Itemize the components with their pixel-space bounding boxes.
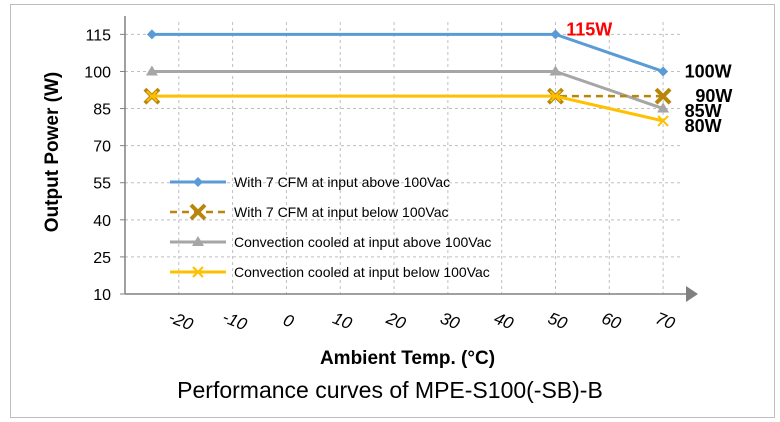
y-tick-label: 10 <box>93 287 111 304</box>
series-point-4 <box>657 115 669 127</box>
legend-label-2: With 7 CFM at input below 100Vac <box>234 204 449 220</box>
annotation-label: 80W <box>685 116 722 136</box>
annotation-label: 100W <box>685 61 732 81</box>
series-point-2 <box>654 87 672 105</box>
x-tick-label: 70 <box>653 309 678 334</box>
y-tick-label: 115 <box>85 27 111 44</box>
x-tick-label: -10 <box>220 307 250 334</box>
x-tick-label: 0 <box>281 310 297 331</box>
legend-marker-1 <box>193 177 203 187</box>
x-tick-label: 20 <box>383 308 409 333</box>
y-tick-label: 40 <box>93 213 111 230</box>
series-point-1 <box>550 29 561 40</box>
chart-title: Performance curves of MPE-S100(-SB)-B <box>177 377 603 403</box>
annotation-label: 85W <box>685 101 722 121</box>
x-axis-label: Ambient Temp. (°C) <box>320 348 495 369</box>
legend-label-4: Convection cooled at input below 100Vac <box>234 264 490 280</box>
x-tick-label: 50 <box>545 309 570 334</box>
x-tick-label: 40 <box>491 309 516 334</box>
y-axis-label: Output Power (W) <box>42 72 63 232</box>
series-point-3 <box>657 102 670 113</box>
series-point-3 <box>549 65 562 76</box>
y-tick-label: 55 <box>93 176 111 193</box>
x-tick-label: 10 <box>330 309 355 334</box>
y-tick-label: 100 <box>84 64 111 81</box>
series-line-1 <box>151 32 664 73</box>
series-point-3 <box>145 65 158 76</box>
legend-marker-4 <box>192 266 204 278</box>
y-tick-label: 70 <box>93 139 111 156</box>
series-point-1 <box>146 29 157 40</box>
y-tick-label: 25 <box>93 250 111 267</box>
legend-label-1: With 7 CFM at input above 100Vac <box>234 174 450 190</box>
x-axis-arrow <box>686 286 698 302</box>
series-point-1 <box>658 66 669 77</box>
annotation-label: 90W <box>695 86 732 106</box>
annotation-label: 115W <box>566 19 612 39</box>
x-tick-label: -20 <box>166 307 196 334</box>
legend-marker-3 <box>192 236 204 246</box>
x-tick-label: 60 <box>599 309 624 334</box>
legend-marker-2 <box>189 203 207 221</box>
series-point-4 <box>549 90 562 102</box>
legend-label-3: Convection cooled at input above 100Vac <box>234 234 491 250</box>
x-tick-label: 30 <box>438 309 463 334</box>
y-tick-label: 85 <box>93 102 111 119</box>
series-point-4 <box>146 90 158 102</box>
